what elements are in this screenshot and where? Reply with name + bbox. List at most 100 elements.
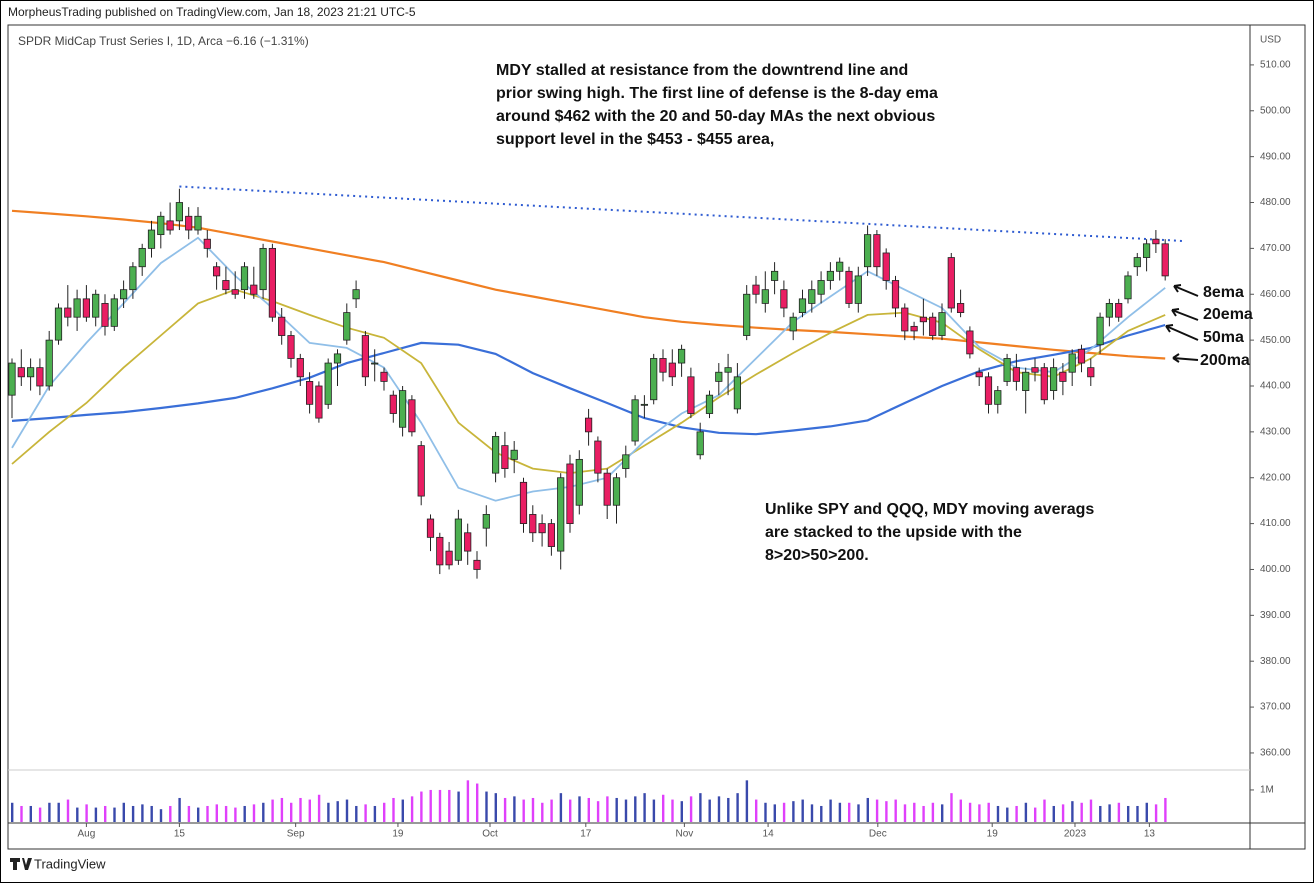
candle-body <box>1003 358 1011 382</box>
candle-body <box>529 514 537 534</box>
candle-body <box>268 247 276 318</box>
candle-body <box>519 481 528 524</box>
candle-body <box>138 247 146 268</box>
candle-body <box>166 220 174 231</box>
volume-bar <box>141 804 144 822</box>
volume-bar <box>1099 805 1102 822</box>
candle-body <box>464 532 472 552</box>
volume-bar <box>10 802 14 822</box>
volume-bar <box>745 780 749 822</box>
volume-bar <box>699 793 702 822</box>
candle-body <box>594 440 602 474</box>
candle-body <box>873 234 881 268</box>
volume-bar <box>336 801 339 822</box>
candle-body <box>975 371 983 378</box>
candle-body <box>659 358 667 373</box>
y-tick-label: 420.00 <box>1260 472 1291 483</box>
volume-bar <box>243 805 246 822</box>
annotation-line: Unlike SPY and QQQ, MDY moving averags <box>765 501 1094 518</box>
volume-bar <box>150 805 153 822</box>
x-tick-label: Dec <box>869 829 887 840</box>
volume-bar <box>94 807 98 822</box>
y-tick-label: 480.00 <box>1260 197 1291 208</box>
candle-body <box>315 385 323 419</box>
volume-bar <box>1145 802 1148 822</box>
candle-body <box>1077 348 1086 364</box>
candle-body <box>557 477 565 552</box>
x-tick-label: 14 <box>763 829 775 840</box>
volume-bar <box>838 802 842 822</box>
candle-body <box>724 367 732 373</box>
volume-bar <box>420 791 423 822</box>
volume-bar <box>475 783 479 822</box>
volume-bar <box>1024 802 1028 822</box>
candle-body <box>622 454 630 469</box>
volume-bar <box>503 797 507 822</box>
volume-bar <box>234 807 237 822</box>
volume-bar <box>959 799 962 822</box>
y-tick-label: 430.00 <box>1260 427 1291 438</box>
annotation-line: around $462 with the 20 and 50-day MAs t… <box>496 108 935 125</box>
candle-body <box>677 348 686 364</box>
candle-body <box>566 463 574 524</box>
candle-body <box>185 215 193 231</box>
volume-bar <box>252 804 256 822</box>
candle-body <box>305 381 314 405</box>
symbol-title: SPDR MidCap Trust Series I, 1D, Arca <box>18 34 223 48</box>
candle-body <box>789 316 797 332</box>
volume-bar <box>615 797 618 822</box>
candle-body <box>389 394 397 414</box>
volume-bar <box>968 802 972 822</box>
candle-body <box>1152 238 1160 245</box>
volume-bar <box>122 802 125 822</box>
volume-bar <box>1071 801 1074 822</box>
volume-bar <box>708 799 711 822</box>
volume-bar <box>485 791 488 822</box>
volume-bar <box>810 804 814 822</box>
volume-bar <box>727 797 730 822</box>
volume-bar <box>606 796 609 822</box>
volume-bar <box>792 801 795 822</box>
volume-bar <box>159 809 163 822</box>
legend-label: 200ma <box>1200 352 1250 369</box>
candle-body <box>426 518 435 538</box>
y-tick-label: 510.00 <box>1260 60 1291 71</box>
volume-bar <box>643 793 646 822</box>
volume-bar <box>187 805 191 822</box>
candle-body <box>26 367 35 378</box>
legend-label: 20ema <box>1203 306 1253 323</box>
candle-body <box>640 403 648 406</box>
volume-bar <box>996 805 1000 822</box>
chart-frame <box>7 24 1306 850</box>
candle-body <box>175 202 183 222</box>
volume-bar <box>429 789 432 822</box>
volume-bar <box>29 805 32 822</box>
volume-bar <box>1015 805 1018 822</box>
x-tick-label: 19 <box>987 829 999 840</box>
candle-body <box>92 293 100 318</box>
volume-bar <box>894 799 897 822</box>
arrow <box>1173 284 1199 297</box>
volume-bar <box>345 799 349 822</box>
volume-bar <box>85 804 88 822</box>
volume-bar <box>1052 805 1055 822</box>
x-tick-label: 17 <box>580 829 592 840</box>
x-tick-label: Nov <box>675 829 693 840</box>
volume-bar <box>922 805 925 822</box>
candle-body <box>1022 371 1030 391</box>
volume-bar <box>1126 805 1130 822</box>
candle-body <box>743 293 751 336</box>
volume-bar <box>1164 797 1167 822</box>
y-tick-label: 470.00 <box>1260 243 1291 254</box>
candle-body <box>1161 243 1169 277</box>
candle-body <box>101 303 109 327</box>
candle-body <box>584 417 593 433</box>
legend-label: 8ema <box>1203 284 1244 301</box>
logo-mark <box>10 858 32 870</box>
candle-body <box>650 358 658 401</box>
candle-body <box>1040 367 1048 401</box>
volume-bar <box>782 802 786 822</box>
candle-body <box>361 335 369 378</box>
volume-bar <box>1006 807 1009 822</box>
